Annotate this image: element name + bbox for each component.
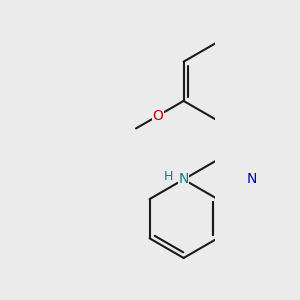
Text: N: N xyxy=(246,172,257,186)
Text: H: H xyxy=(164,170,173,183)
Text: N: N xyxy=(178,172,189,186)
Text: O: O xyxy=(153,109,164,123)
